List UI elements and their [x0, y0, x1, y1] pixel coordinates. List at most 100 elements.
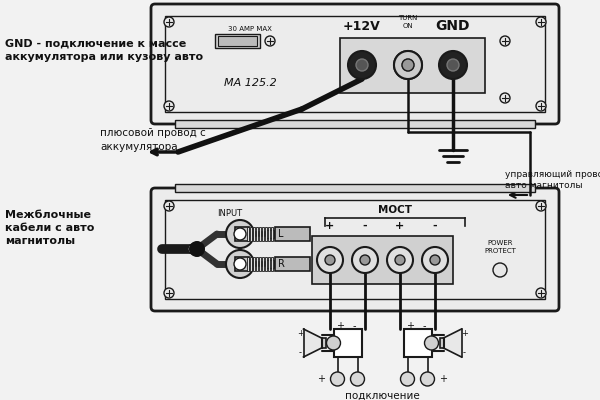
Circle shape [234, 228, 246, 240]
Bar [256, 227, 258, 241]
Circle shape [395, 255, 405, 265]
Bar [265, 227, 267, 241]
Circle shape [326, 336, 341, 350]
Bar [165, 16, 545, 112]
Text: GND: GND [436, 19, 470, 33]
Bar [253, 227, 255, 241]
Circle shape [421, 372, 434, 386]
Polygon shape [304, 329, 322, 357]
Bar [235, 257, 249, 271]
Circle shape [402, 59, 414, 71]
FancyBboxPatch shape [151, 4, 559, 124]
Text: +: + [439, 374, 448, 384]
Circle shape [387, 247, 413, 273]
Text: +: + [325, 221, 335, 231]
Bar [271, 227, 273, 241]
Circle shape [500, 93, 510, 103]
Text: -: - [299, 348, 302, 358]
Bar [250, 227, 252, 241]
Bar [334, 329, 361, 357]
Bar [253, 257, 255, 271]
Circle shape [348, 51, 376, 79]
Bar [175, 184, 535, 192]
Bar [312, 236, 453, 284]
Bar [256, 257, 258, 271]
Bar [247, 257, 249, 271]
Text: подключение
акустики: подключение акустики [345, 391, 420, 400]
Bar [259, 227, 261, 241]
Bar [271, 257, 273, 271]
Circle shape [536, 201, 546, 211]
Bar [259, 257, 261, 271]
Bar [165, 200, 545, 299]
Polygon shape [443, 329, 461, 357]
Text: -: - [423, 321, 426, 331]
Bar [275, 257, 310, 271]
Text: 30 AMP MAX: 30 AMP MAX [228, 26, 272, 32]
Bar [268, 227, 270, 241]
Circle shape [439, 51, 467, 79]
Circle shape [352, 247, 378, 273]
Bar [275, 227, 310, 241]
FancyBboxPatch shape [151, 188, 559, 311]
Bar [439, 338, 443, 348]
Text: +: + [395, 221, 404, 231]
Circle shape [536, 288, 546, 298]
Circle shape [394, 51, 422, 79]
Circle shape [356, 59, 368, 71]
Circle shape [164, 17, 174, 27]
Text: L: L [278, 229, 284, 239]
Circle shape [226, 220, 254, 248]
Text: управляющий провод с
авто магнитолы: управляющий провод с авто магнитолы [505, 170, 600, 190]
Circle shape [265, 36, 275, 46]
Bar [322, 338, 325, 348]
Circle shape [189, 241, 205, 257]
Circle shape [422, 247, 448, 273]
Circle shape [164, 288, 174, 298]
Bar [215, 34, 260, 48]
Circle shape [430, 255, 440, 265]
Text: -: - [433, 221, 437, 231]
Bar [218, 36, 257, 46]
Text: GND - подключение к массе
аккумулятора или кузову авто: GND - подключение к массе аккумулятора и… [5, 38, 203, 62]
Bar [235, 227, 249, 241]
Text: R: R [278, 259, 285, 269]
Bar [268, 257, 270, 271]
Bar [175, 120, 535, 128]
Circle shape [394, 51, 422, 79]
Circle shape [325, 255, 335, 265]
Text: +: + [317, 374, 325, 384]
Circle shape [500, 36, 510, 46]
Circle shape [164, 101, 174, 111]
Text: TURN
ON: TURN ON [398, 16, 418, 28]
Circle shape [493, 263, 507, 277]
Text: плюсовой провод с
аккумулятора: плюсовой провод с аккумулятора [100, 128, 206, 152]
Circle shape [401, 372, 415, 386]
Circle shape [402, 59, 414, 71]
Text: +: + [407, 321, 415, 331]
Text: МА 125.2: МА 125.2 [224, 78, 277, 88]
Text: +: + [337, 321, 344, 331]
Bar [266, 230, 274, 238]
Circle shape [536, 101, 546, 111]
Circle shape [164, 201, 174, 211]
Circle shape [447, 59, 459, 71]
Text: Межблочные
кабели с авто
магнитолы: Межблочные кабели с авто магнитолы [5, 210, 94, 246]
Text: МОСТ: МОСТ [378, 205, 412, 215]
Circle shape [226, 250, 254, 278]
Text: POWER
PROTECT: POWER PROTECT [484, 240, 516, 254]
Text: +: + [297, 328, 304, 338]
Circle shape [234, 258, 246, 270]
Circle shape [425, 336, 439, 350]
Text: INPUT: INPUT [217, 210, 242, 218]
Text: +12V: +12V [343, 20, 381, 32]
Circle shape [331, 372, 344, 386]
Circle shape [350, 372, 365, 386]
Bar [250, 257, 252, 271]
Bar [262, 227, 264, 241]
Bar [266, 260, 274, 268]
Circle shape [360, 255, 370, 265]
Text: -: - [353, 321, 356, 331]
Circle shape [188, 244, 198, 254]
Bar [404, 329, 431, 357]
